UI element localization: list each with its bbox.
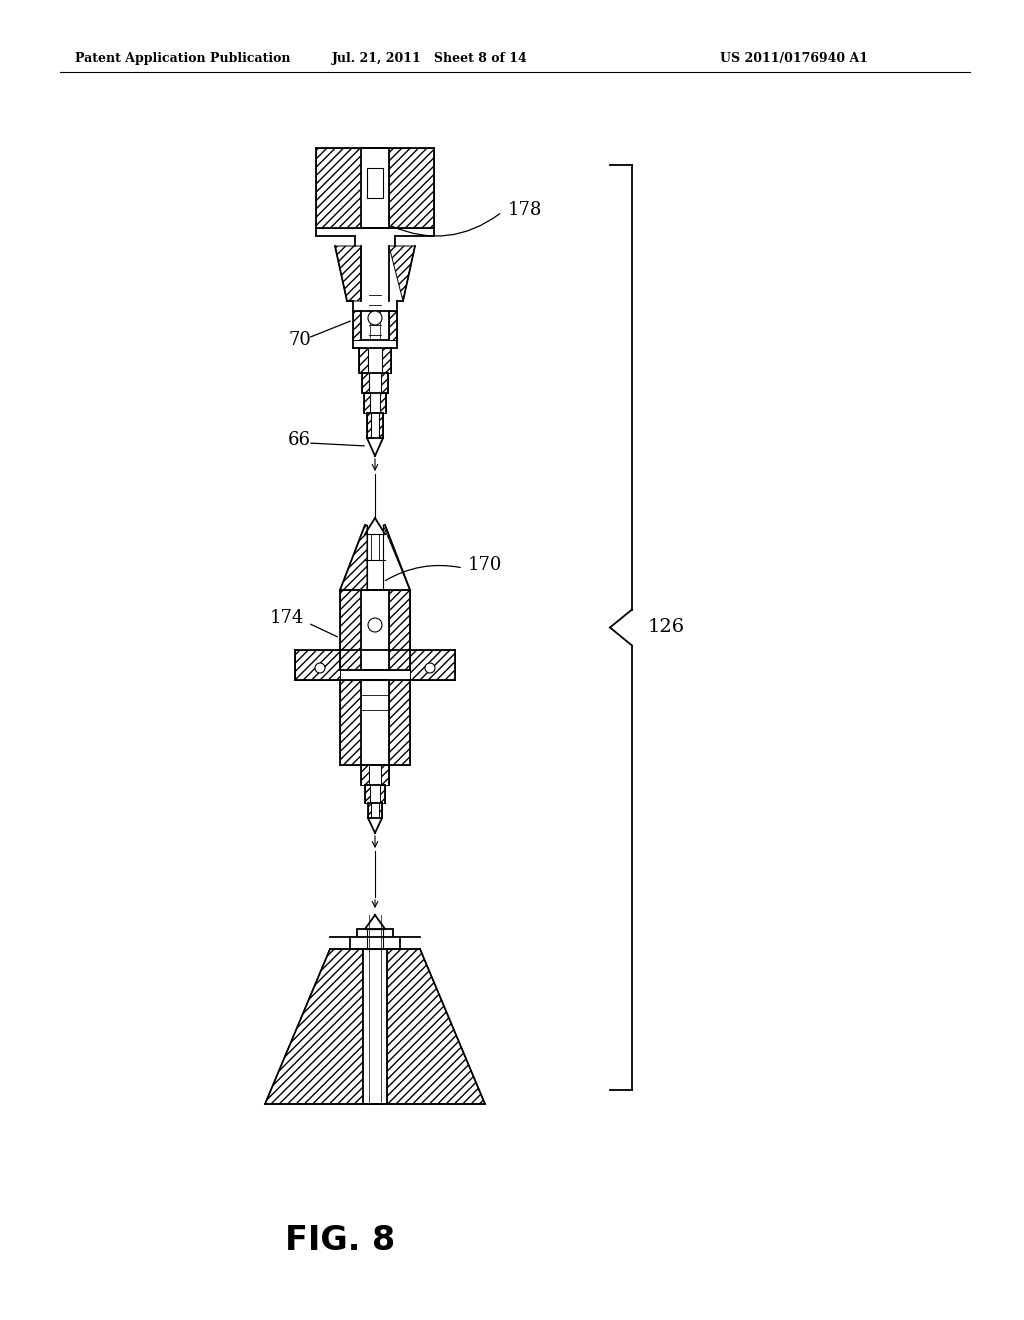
Bar xyxy=(361,312,389,341)
Polygon shape xyxy=(364,393,370,413)
Bar xyxy=(362,949,387,1104)
Polygon shape xyxy=(295,649,340,680)
Text: 66: 66 xyxy=(288,432,311,449)
Polygon shape xyxy=(362,374,369,393)
Text: Jul. 21, 2011   Sheet 8 of 14: Jul. 21, 2011 Sheet 8 of 14 xyxy=(332,51,528,65)
Polygon shape xyxy=(359,348,368,374)
Polygon shape xyxy=(365,785,370,803)
Polygon shape xyxy=(335,246,361,301)
Circle shape xyxy=(368,618,382,632)
Bar xyxy=(361,680,389,766)
Polygon shape xyxy=(389,590,410,671)
Circle shape xyxy=(315,663,325,673)
Polygon shape xyxy=(380,785,385,803)
Polygon shape xyxy=(380,393,386,413)
Bar xyxy=(357,929,393,949)
Bar xyxy=(350,937,400,949)
Text: 174: 174 xyxy=(270,609,304,627)
Text: Patent Application Publication: Patent Application Publication xyxy=(75,51,291,65)
Text: US 2011/0176940 A1: US 2011/0176940 A1 xyxy=(720,51,868,65)
Bar xyxy=(361,148,389,228)
Polygon shape xyxy=(265,949,362,1104)
Polygon shape xyxy=(379,413,383,438)
Text: FIG. 8: FIG. 8 xyxy=(285,1224,395,1257)
Polygon shape xyxy=(382,348,391,374)
Polygon shape xyxy=(410,649,455,680)
Polygon shape xyxy=(316,148,361,228)
Polygon shape xyxy=(389,148,434,228)
Polygon shape xyxy=(368,803,371,818)
Circle shape xyxy=(425,663,435,673)
Polygon shape xyxy=(381,374,388,393)
Bar xyxy=(361,590,389,671)
Polygon shape xyxy=(340,680,361,766)
Polygon shape xyxy=(381,766,389,785)
Circle shape xyxy=(368,312,382,325)
Polygon shape xyxy=(379,803,382,818)
Bar xyxy=(367,168,383,198)
Text: 178: 178 xyxy=(508,201,543,219)
Polygon shape xyxy=(389,246,415,301)
Text: 170: 170 xyxy=(468,556,503,574)
Text: 126: 126 xyxy=(648,619,685,636)
Polygon shape xyxy=(340,525,367,590)
Polygon shape xyxy=(389,312,397,341)
Polygon shape xyxy=(383,525,410,590)
Text: 70: 70 xyxy=(288,331,311,348)
Polygon shape xyxy=(389,680,410,766)
Polygon shape xyxy=(361,766,369,785)
Polygon shape xyxy=(353,312,361,341)
Polygon shape xyxy=(387,949,485,1104)
Polygon shape xyxy=(367,413,371,438)
Polygon shape xyxy=(340,590,361,671)
